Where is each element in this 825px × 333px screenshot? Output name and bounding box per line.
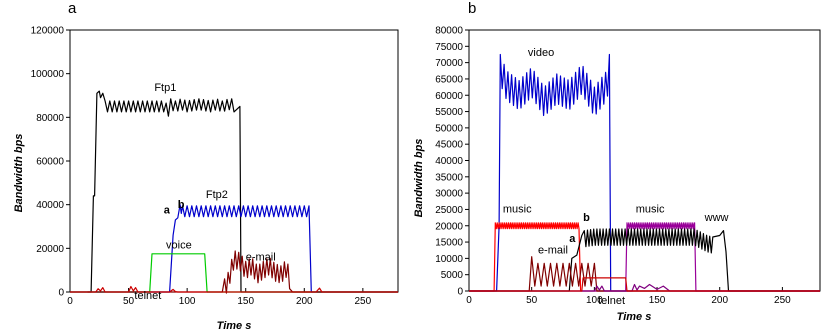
- x-tick-label: 50: [526, 295, 538, 306]
- annotation-label: b: [583, 212, 590, 224]
- annotation-label: Ftp2: [206, 189, 228, 201]
- y-tick-label: 80000: [435, 26, 463, 37]
- y-tick-label: 65000: [435, 74, 463, 85]
- x-tick-label: 250: [355, 296, 372, 307]
- series-line-video: [469, 53, 820, 292]
- y-tick-label: 5000: [441, 270, 464, 281]
- annotation-label: e-mail: [538, 244, 568, 256]
- x-tick-label: 200: [711, 295, 728, 306]
- y-tick-label: 45000: [435, 140, 463, 151]
- y-tick-label: 50000: [435, 123, 463, 134]
- series-line-www: [469, 228, 820, 292]
- chart-panel-b: b Bandwidth bps Time s 0 50 100 150 200 250 0 5…: [413, 0, 821, 323]
- series-line-e-mail: [469, 256, 820, 292]
- y-tick-label: 20000: [36, 244, 64, 255]
- x-tick-label: 100: [179, 296, 196, 307]
- annotation-label: telnet: [598, 295, 625, 307]
- x-tick-label: 150: [237, 296, 254, 307]
- x-tick-label: 200: [296, 296, 313, 307]
- y-tick-label: 10000: [435, 254, 463, 265]
- annotation-label: a: [164, 204, 171, 216]
- y-tick-label: 70000: [435, 58, 463, 69]
- y-tick-label: 60000: [435, 91, 463, 102]
- chart-panel-a: a Bandwidth bps Time s 0 50 100 150 200 250 0 2…: [13, 0, 399, 332]
- annotation-label: e-mail: [246, 251, 276, 263]
- y-tick-label: 40000: [435, 156, 463, 167]
- x-axis-title: Time s: [617, 311, 652, 323]
- series-line-unlabeled: [469, 277, 820, 292]
- annotation-label: video: [528, 47, 554, 59]
- y-tick-label: 25000: [435, 205, 463, 216]
- y-tick-label: 100000: [31, 69, 65, 80]
- x-tick-label: 150: [649, 295, 666, 306]
- annotation-label: www: [704, 212, 729, 224]
- y-tick-label: 55000: [435, 107, 463, 118]
- y-tick-label: 35000: [435, 172, 463, 183]
- annotation-label: telnet: [134, 290, 161, 302]
- y-tick-label: 15000: [435, 238, 463, 249]
- y-tick-label: 75000: [435, 42, 463, 53]
- series-line-music: [469, 222, 820, 292]
- y-tick-label: 20000: [435, 221, 463, 232]
- y-tick-label: 40000: [36, 200, 64, 211]
- x-tick-label: 50: [123, 296, 135, 307]
- series-line-music: [469, 222, 820, 292]
- y-tick-label: 0: [58, 288, 64, 299]
- x-tick-label: 250: [774, 295, 791, 306]
- y-tick-label: 30000: [435, 189, 463, 200]
- plot-frame: [69, 29, 399, 293]
- x-axis-title: Time s: [217, 320, 252, 332]
- plot-frame: [468, 29, 821, 292]
- x-tick-label: 0: [67, 296, 73, 307]
- panel-letter: a: [68, 0, 77, 17]
- series-line-ftp2: [70, 204, 398, 293]
- y-tick-label: 80000: [36, 113, 64, 124]
- y-tick-label: 60000: [36, 157, 64, 168]
- series-line-e-mail: [70, 250, 398, 294]
- y-axis-title: Bandwidth bps: [13, 134, 25, 213]
- panel-letter: b: [468, 0, 476, 17]
- series-line-telnet: [469, 283, 820, 292]
- y-tick-label: 120000: [31, 26, 65, 37]
- annotation-label: music: [636, 204, 665, 216]
- annotation-label: music: [503, 204, 532, 216]
- y-tick-label: 0: [457, 287, 463, 298]
- x-tick-label: 100: [586, 295, 603, 306]
- annotation-label: voice: [166, 239, 192, 251]
- annotation-label: b: [178, 199, 185, 211]
- x-tick-label: 0: [466, 295, 472, 306]
- annotation-label: a: [569, 233, 576, 245]
- series-line-ftp1: [87, 90, 398, 293]
- series-line-telnet: [70, 285, 398, 293]
- y-axis-title: Bandwidth bps: [413, 139, 425, 218]
- annotation-label: Ftp1: [154, 82, 176, 94]
